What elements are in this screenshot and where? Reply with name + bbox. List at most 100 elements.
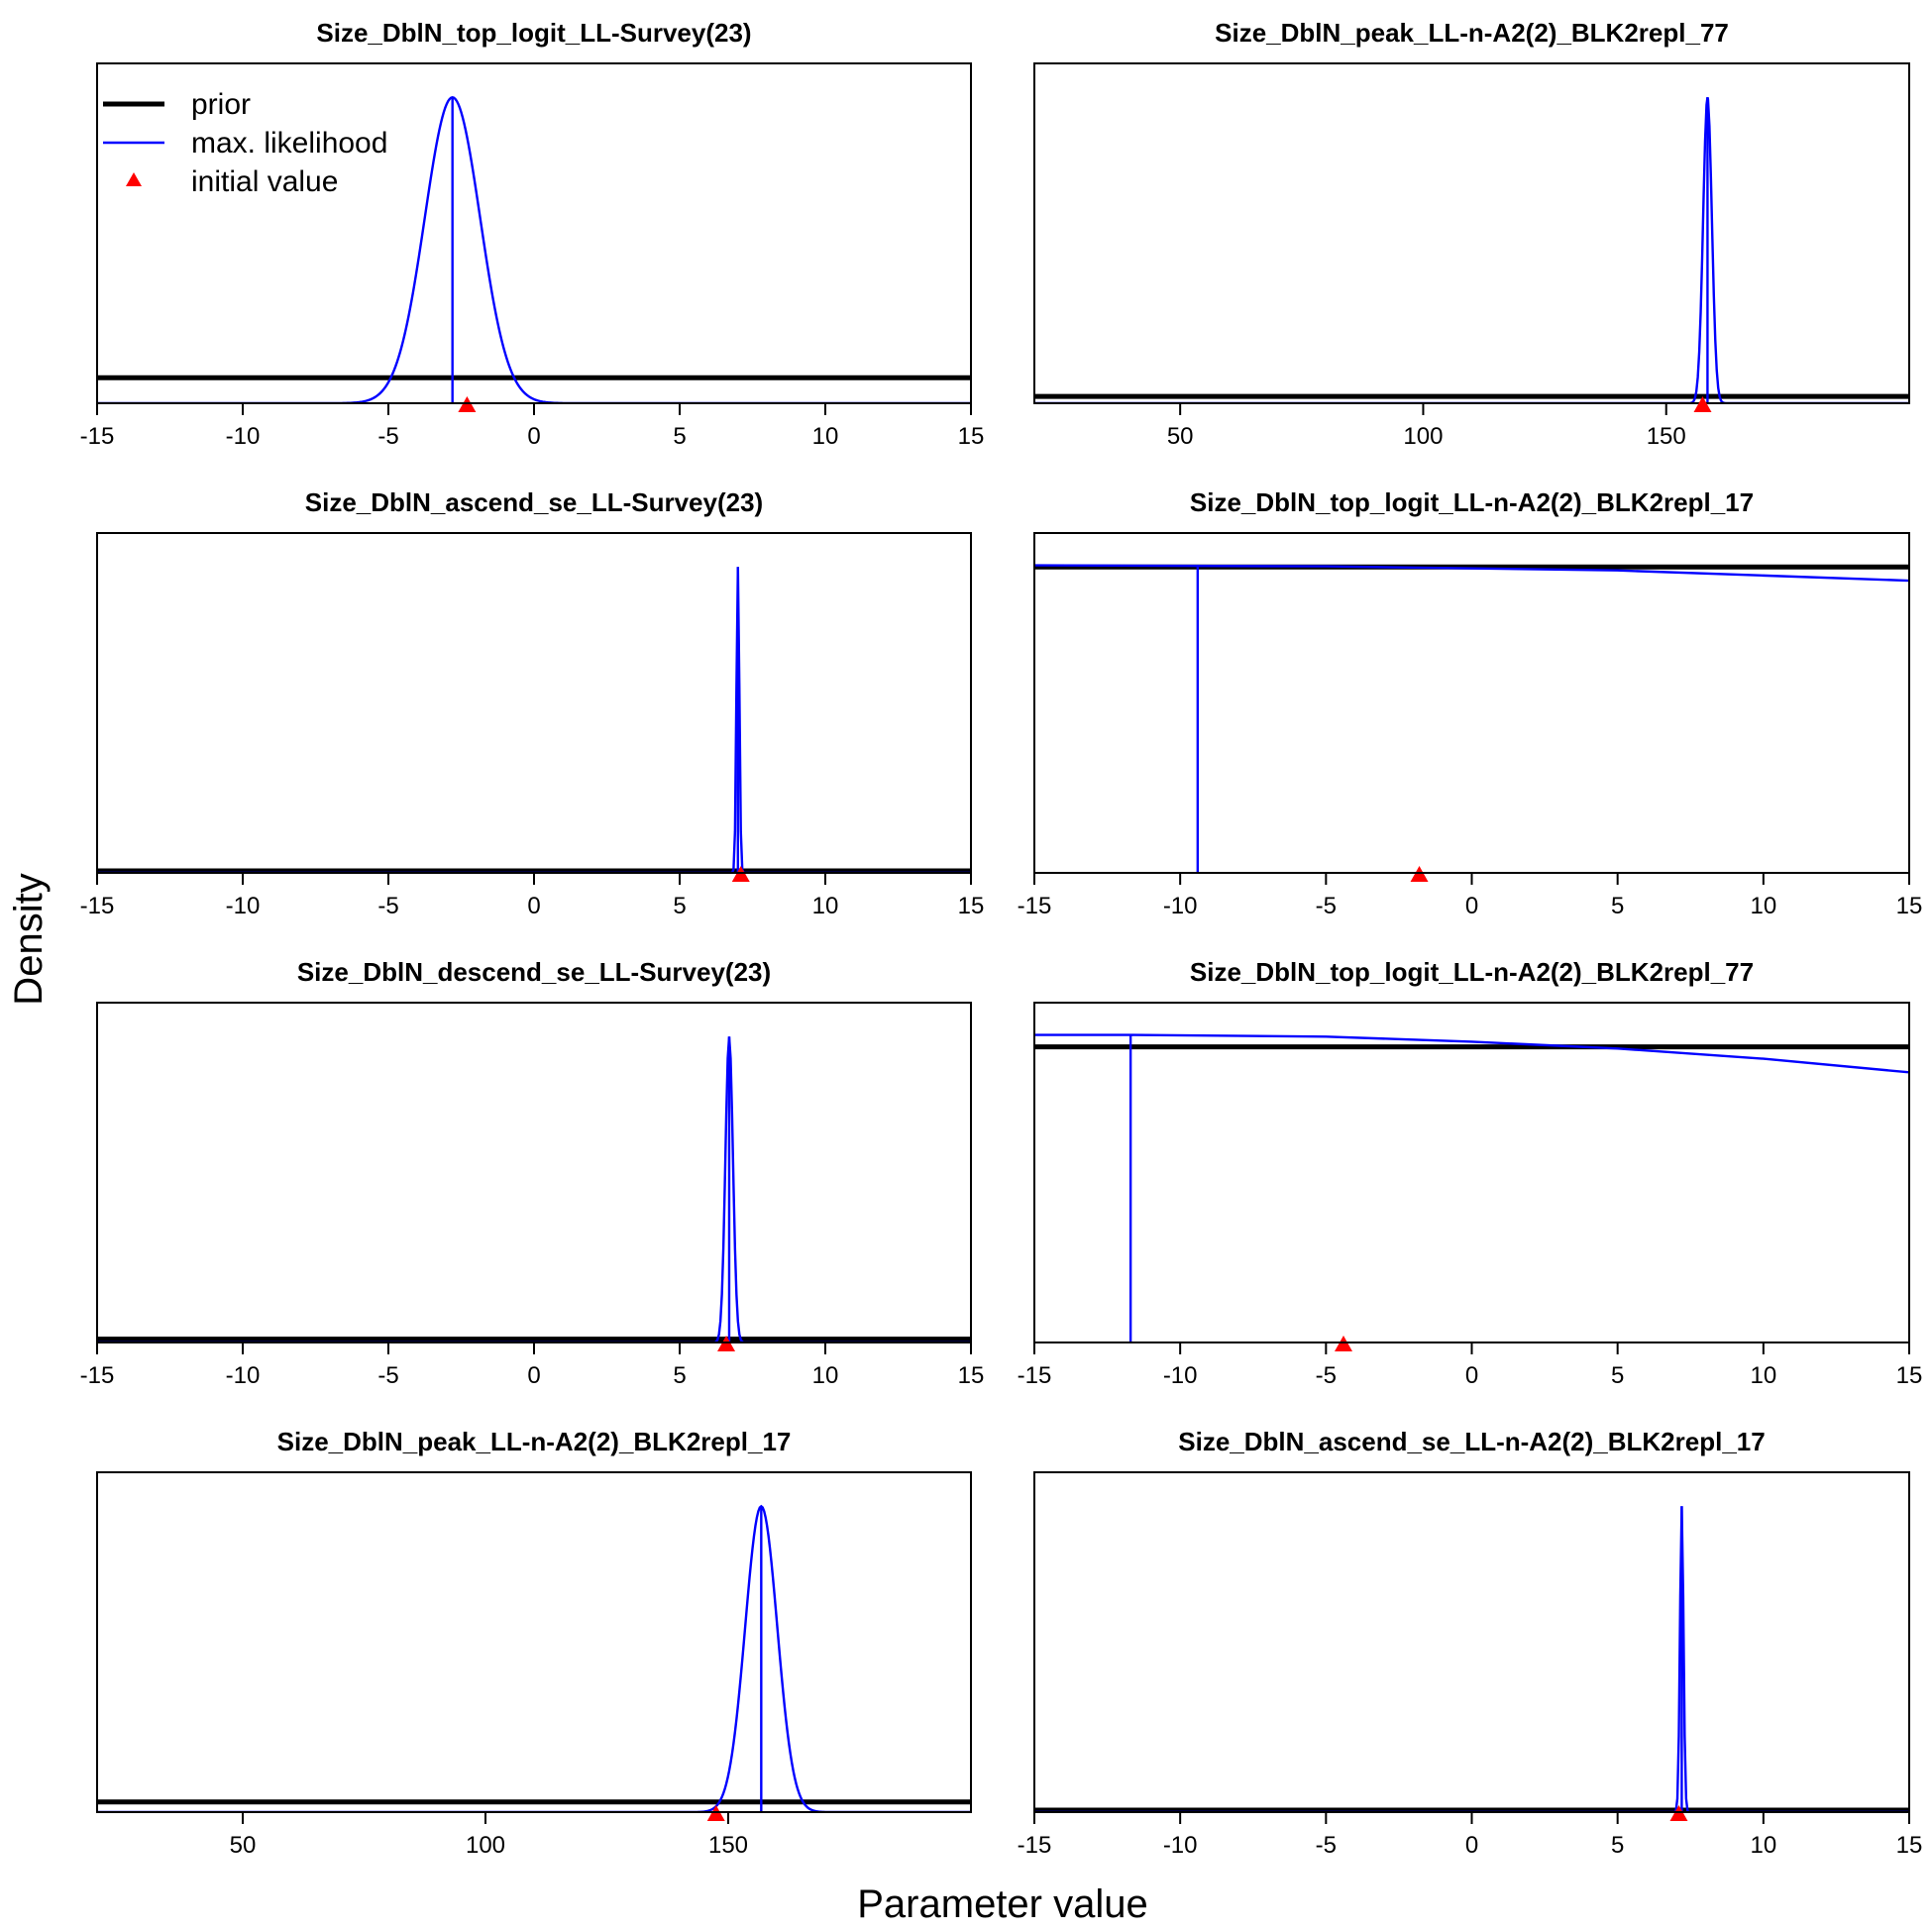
- x-tick-label: 10: [1750, 1832, 1776, 1859]
- plot-area: [97, 567, 971, 873]
- legend-swatch-initial: [126, 172, 142, 186]
- x-tick-label: -15: [1018, 893, 1052, 919]
- x-tick-label: 15: [958, 893, 985, 919]
- x-tick-label: -5: [377, 423, 398, 450]
- likelihood-curve: [1034, 97, 1909, 403]
- panel-1: Size_DblN_top_logit_LL-Survey(23) -15 -10 -…: [80, 18, 985, 450]
- plot-area: [97, 1504, 971, 1812]
- x-tick-label: -5: [1316, 893, 1337, 919]
- x-tick-label: -15: [80, 423, 115, 450]
- plot-area: [1034, 1506, 1909, 1812]
- panel-title: Size_DblN_ascend_se_LL-Survey(23): [305, 487, 763, 517]
- panel-frame: [1033, 1002, 1910, 1343]
- x-tick-label: -15: [80, 893, 115, 919]
- x-tick-label: 5: [673, 1362, 686, 1389]
- x-tick-label: 5: [1611, 1362, 1624, 1389]
- x-tick-label: -5: [1316, 1362, 1337, 1389]
- panel-frame: [1033, 62, 1910, 404]
- panel-title: Size_DblN_top_logit_LL-n-A2(2)_BLK2repl_…: [1190, 957, 1754, 987]
- x-tick-label: 50: [1167, 423, 1194, 450]
- x-tick-label: -5: [377, 1362, 398, 1389]
- plot-area: [97, 1036, 971, 1342]
- x-tick-label: 0: [527, 423, 540, 450]
- x-tick-label: -10: [1163, 1362, 1198, 1389]
- likelihood-curve: [97, 567, 971, 873]
- x-tick-label: 15: [1896, 893, 1923, 919]
- legend-label: initial value: [191, 165, 338, 198]
- panel-4: Size_DblN_top_logit_LL-n-A2(2)_BLK2repl_…: [1018, 487, 1923, 919]
- x-tick-label: 10: [812, 423, 839, 450]
- legend-label: max. likelihood: [191, 127, 387, 160]
- legend-item-3: initial value: [126, 165, 338, 198]
- legend: prior max. likelihood initial value: [103, 88, 387, 198]
- initial-value-marker: [1693, 396, 1712, 412]
- x-tick-label: 0: [1465, 893, 1478, 919]
- panel-title: Size_DblN_peak_LL-n-A2(2)_BLK2repl_77: [1215, 18, 1729, 48]
- likelihood-curve: [1034, 1033, 1909, 1074]
- panel-7: Size_DblN_peak_LL-n-A2(2)_BLK2repl_17 50 1…: [96, 1427, 972, 1859]
- y-axis-title: Density: [7, 873, 51, 1005]
- x-tick-label: -10: [1163, 1832, 1198, 1859]
- x-tick-label: -15: [1018, 1832, 1052, 1859]
- x-tick-label: 0: [527, 893, 540, 919]
- x-tick-label: 10: [812, 1362, 839, 1389]
- panel-6: Size_DblN_top_logit_LL-n-A2(2)_BLK2repl_…: [1018, 957, 1923, 1389]
- likelihood-curve: [1034, 564, 1909, 583]
- panel-title: Size_DblN_peak_LL-n-A2(2)_BLK2repl_17: [277, 1427, 792, 1456]
- panel-frame: [96, 1471, 972, 1813]
- panel-title: Size_DblN_top_logit_LL-n-A2(2)_BLK2repl_…: [1190, 487, 1754, 517]
- x-tick-label: 50: [230, 1832, 257, 1859]
- x-tick-label: -10: [226, 1362, 261, 1389]
- panel-frame: [1033, 1471, 1910, 1813]
- x-axis-title: Parameter value: [857, 1882, 1147, 1926]
- x-tick-label: -15: [80, 1362, 115, 1389]
- x-tick-label: 5: [673, 893, 686, 919]
- panel-8: Size_DblN_ascend_se_LL-n-A2(2)_BLK2repl_…: [1018, 1427, 1923, 1859]
- x-tick-label: 0: [527, 1362, 540, 1389]
- x-tick-label: 15: [1896, 1832, 1923, 1859]
- x-tick-label: 5: [1611, 893, 1624, 919]
- panel-frame: [96, 532, 972, 874]
- likelihood-curve: [97, 1504, 971, 1812]
- plot-area: [97, 96, 971, 403]
- x-tick-label: 0: [1465, 1832, 1478, 1859]
- panel-frame: [96, 1002, 972, 1343]
- x-tick-label: -5: [1316, 1832, 1337, 1859]
- x-tick-label: -10: [1163, 893, 1198, 919]
- x-tick-label: 15: [1896, 1362, 1923, 1389]
- panels: Size_DblN_top_logit_LL-Survey(23) -15 -10 -…: [80, 18, 1923, 1859]
- x-tick-label: 15: [958, 1362, 985, 1389]
- x-tick-label: 15: [958, 423, 985, 450]
- x-tick-label: 150: [708, 1832, 748, 1859]
- panel-title: Size_DblN_descend_se_LL-Survey(23): [297, 957, 771, 987]
- x-tick-label: 10: [812, 893, 839, 919]
- x-tick-label: 100: [466, 1832, 505, 1859]
- likelihood-curve: [97, 1036, 971, 1342]
- plot-area: [1034, 564, 1909, 873]
- panel-title: Size_DblN_top_logit_LL-Survey(23): [316, 18, 751, 48]
- panel-5: Size_DblN_descend_se_LL-Survey(23) -15 -10…: [80, 957, 985, 1389]
- x-tick-label: -5: [377, 893, 398, 919]
- legend-label: prior: [191, 88, 251, 121]
- x-tick-label: 100: [1403, 423, 1443, 450]
- panel-3: Size_DblN_ascend_se_LL-Survey(23) -15 -10 -…: [80, 487, 985, 919]
- panel-2: Size_DblN_peak_LL-n-A2(2)_BLK2repl_77 50 1…: [1033, 18, 1910, 450]
- x-tick-label: 0: [1465, 1362, 1478, 1389]
- x-tick-label: 10: [1750, 1362, 1776, 1389]
- x-tick-label: 5: [1611, 1832, 1624, 1859]
- plot-area: [1034, 1033, 1909, 1342]
- x-tick-label: 150: [1647, 423, 1686, 450]
- panel-title: Size_DblN_ascend_se_LL-n-A2(2)_BLK2repl_…: [1178, 1427, 1765, 1456]
- x-tick-label: 5: [673, 423, 686, 450]
- likelihood-curve: [1034, 1506, 1909, 1812]
- x-tick-label: -15: [1018, 1362, 1052, 1389]
- legend-item-2: max. likelihood: [103, 127, 387, 160]
- legend-item-1: prior: [103, 88, 251, 121]
- panel-frame: [1033, 532, 1910, 874]
- x-tick-label: -10: [226, 423, 261, 450]
- x-tick-label: -10: [226, 893, 261, 919]
- likelihood-curve: [97, 96, 971, 403]
- x-tick-label: 10: [1750, 893, 1776, 919]
- plot-area: [1034, 97, 1909, 403]
